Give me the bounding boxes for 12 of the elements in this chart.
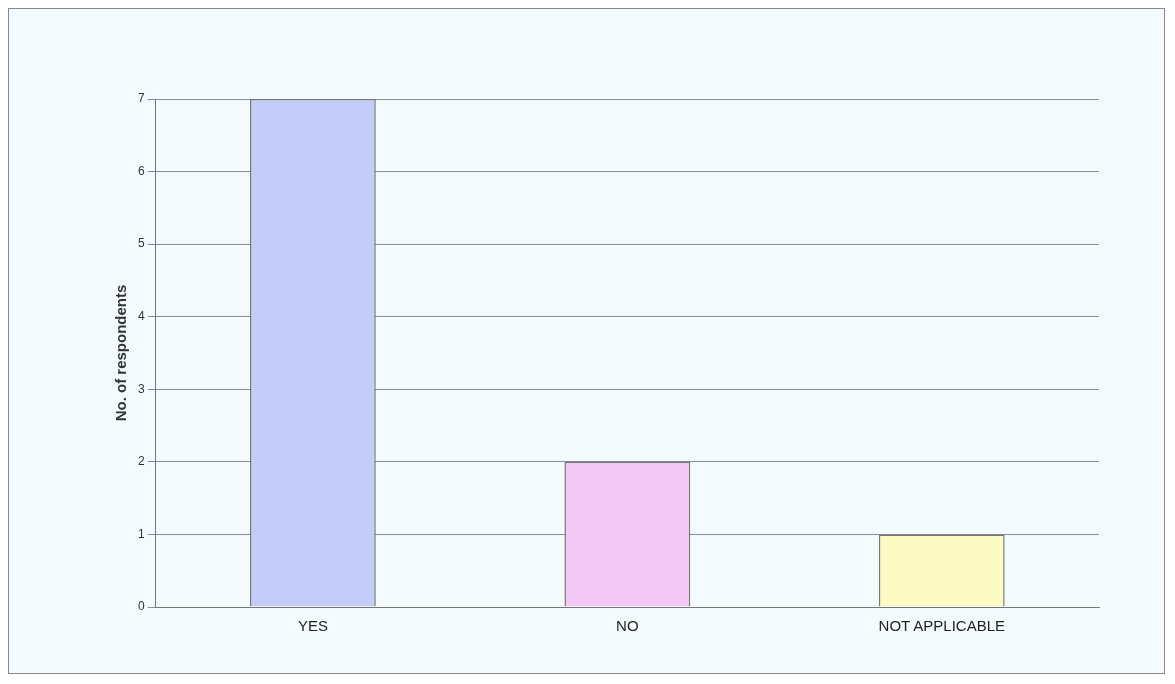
- y-tick-label: 5: [137, 236, 145, 251]
- x-tick-label: YES: [297, 617, 328, 635]
- y-axis-title: No. of respondents: [112, 284, 130, 422]
- x-tick-label: NOT APPLICABLE: [878, 617, 1006, 635]
- y-tick-label: 6: [137, 163, 145, 178]
- y-tick-label: 4: [137, 309, 145, 324]
- y-tick-label: 3: [137, 381, 145, 396]
- y-tick-label: 1: [137, 526, 145, 541]
- y-tick-label: 0: [137, 599, 145, 614]
- y-tick-label: 7: [137, 91, 145, 106]
- x-tick-label: NO: [616, 617, 639, 635]
- y-tick-label: 2: [137, 454, 145, 469]
